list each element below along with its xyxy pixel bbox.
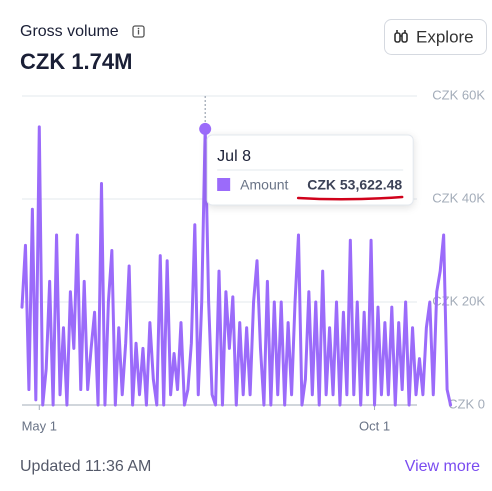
explore-button[interactable]: Explore <box>384 19 487 55</box>
x-tick-label: May 1 <box>22 418 57 433</box>
tooltip: Jul 8 Amount CZK 53,622.48 <box>206 134 414 206</box>
card-title: Gross volume <box>20 23 119 40</box>
y-tick-label: CZK 0 <box>448 396 485 411</box>
red-underline <box>296 195 404 201</box>
tooltip-date: Jul 8 <box>217 148 251 165</box>
y-tick-label: CZK 60K <box>432 87 485 102</box>
y-tick-label: CZK 40K <box>432 190 485 205</box>
hover-point <box>199 122 212 135</box>
tooltip-value: CZK 53,622.48 <box>307 177 402 193</box>
info-icon[interactable] <box>132 25 145 38</box>
updated-time: Updated 11:36 AM <box>20 458 151 475</box>
x-tick-label: Oct 1 <box>359 418 390 433</box>
y-tick-label: CZK 20K <box>432 293 485 308</box>
legend-swatch <box>217 178 231 191</box>
plot-area: CZK 0 CZK 20K CZK 40K CZK 60K May 1 Oct 1 Jul … <box>20 87 485 433</box>
view-more-link[interactable]: View more <box>405 458 480 475</box>
explore-label[interactable]: Explore <box>416 27 474 46</box>
data-line <box>20 125 453 407</box>
total-volume: CZK 1.74M <box>20 49 132 74</box>
series-name: Amount <box>240 177 288 193</box>
